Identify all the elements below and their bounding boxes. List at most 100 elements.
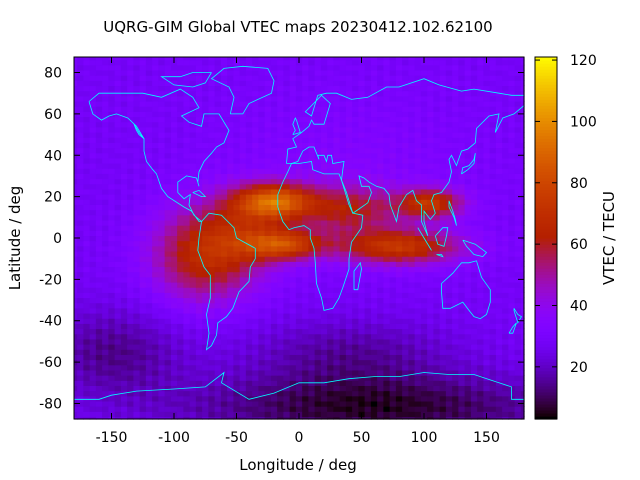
heatmap-cell [345,297,353,304]
heatmap-cell [445,359,453,366]
heatmap-cell [514,297,522,304]
heatmap-cell [502,147,509,154]
heatmap-cell [133,292,141,299]
heatmap-cell [289,126,297,133]
heatmap-cell [214,271,222,278]
heatmap-cell [270,204,278,211]
heatmap-cell [427,137,434,143]
heatmap-cell [152,152,159,159]
heatmap-cell [408,261,416,268]
heatmap-cell [408,126,416,133]
heatmap-cell [214,131,222,138]
heatmap-cell [333,142,341,149]
heatmap-cell [377,287,384,293]
heatmap-cell [458,235,466,242]
heatmap-cell [402,385,409,392]
heatmap-cell [127,225,134,231]
heatmap-cell [414,261,422,268]
heatmap-cell [345,406,353,412]
heatmap-cell [208,369,216,376]
heatmap-cell [258,400,266,407]
heatmap-cell [195,90,203,97]
heatmap-cell [489,194,497,200]
heatmap-cell [314,219,322,226]
heatmap-cell [495,147,503,154]
heatmap-cell [320,75,328,81]
heatmap-cell [508,287,516,293]
heatmap-cell [77,173,84,180]
heatmap-cell [114,261,122,268]
heatmap-cell [358,312,366,319]
heatmap-cell [495,266,503,273]
heatmap-cell [358,199,366,205]
heatmap-cell [370,183,378,190]
heatmap-cell [177,64,184,71]
heatmap-cell [489,240,497,247]
heatmap-cell [183,375,191,381]
heatmap-cell [83,230,91,237]
heatmap-cell [108,250,116,257]
heatmap-cell [314,261,322,268]
heatmap-cell [464,369,472,376]
heatmap-cell [395,323,403,330]
heatmap-cell [89,380,97,386]
heatmap-cell [477,400,484,407]
heatmap-cell [189,106,197,112]
heatmap-cell [364,121,372,128]
heatmap-cell [508,173,516,180]
heatmap-cell [214,312,222,319]
heatmap-cell [233,380,241,386]
heatmap-cell [95,338,103,345]
heatmap-cell [177,240,184,247]
heatmap-cell [127,250,134,257]
heatmap-cell [264,395,272,402]
heatmap-cell [127,219,134,226]
heatmap-cell [183,400,191,407]
heatmap-cell [339,116,347,123]
heatmap-cell [202,106,209,112]
heatmap-cell [333,266,341,273]
heatmap-cell [483,292,491,299]
heatmap-cell [320,261,328,268]
heatmap-cell [445,100,453,107]
heatmap-cell [183,111,191,118]
heatmap-cell [314,250,322,257]
heatmap-cell [377,137,384,143]
heatmap-cell [177,121,184,128]
heatmap-cell [108,204,116,211]
heatmap-cell [520,312,525,319]
heatmap-cell [370,266,378,273]
heatmap-cell [133,333,141,340]
heatmap-cell [383,100,391,107]
heatmap-cell [177,349,184,355]
heatmap-cell [433,380,441,386]
heatmap-cell [295,183,303,190]
heatmap-cell [245,214,253,221]
heatmap-cell [152,194,159,200]
heatmap-cell [170,168,178,174]
heatmap-cell [74,219,78,226]
heatmap-cell [120,75,128,81]
heatmap-cell [389,416,397,420]
heatmap-cell [458,385,466,392]
heatmap-cell [133,354,141,361]
heatmap-cell [377,219,384,226]
heatmap-cell [145,297,153,304]
heatmap-cell [489,380,497,386]
heatmap-cell [133,106,141,112]
heatmap-cell [227,106,234,112]
heatmap-cell [520,406,525,412]
heatmap-cell [352,400,359,407]
heatmap-cell [370,297,378,304]
heatmap-cell [270,199,278,205]
heatmap-cell [427,178,434,185]
heatmap-cell [483,90,491,97]
heatmap-cell [439,271,447,278]
heatmap-cell [370,395,378,402]
heatmap-cell [183,116,191,123]
heatmap-cell [139,364,147,371]
heatmap-cell [164,250,172,257]
heatmap-cell [414,416,422,420]
heatmap-cell [352,344,359,350]
heatmap-cell [245,400,253,407]
